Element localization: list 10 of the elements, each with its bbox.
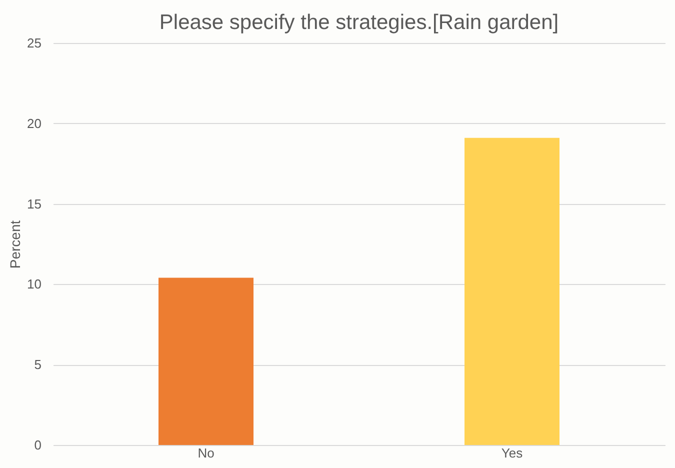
- y-axis-title: Percent: [7, 220, 24, 269]
- chart-title: Please specify the strategies.[Rain garden]: [159, 11, 559, 34]
- x-tick-label: Yes: [501, 446, 524, 460]
- y-tick-label: 20: [27, 116, 42, 131]
- y-tick-label: 10: [27, 276, 42, 292]
- y-tick-label: 25: [27, 36, 42, 50]
- y-tick-label: 0: [34, 438, 42, 452]
- x-tick-label: No: [198, 446, 214, 460]
- y-tick-label: 5: [34, 357, 42, 372]
- y-tick-label: 15: [27, 196, 42, 212]
